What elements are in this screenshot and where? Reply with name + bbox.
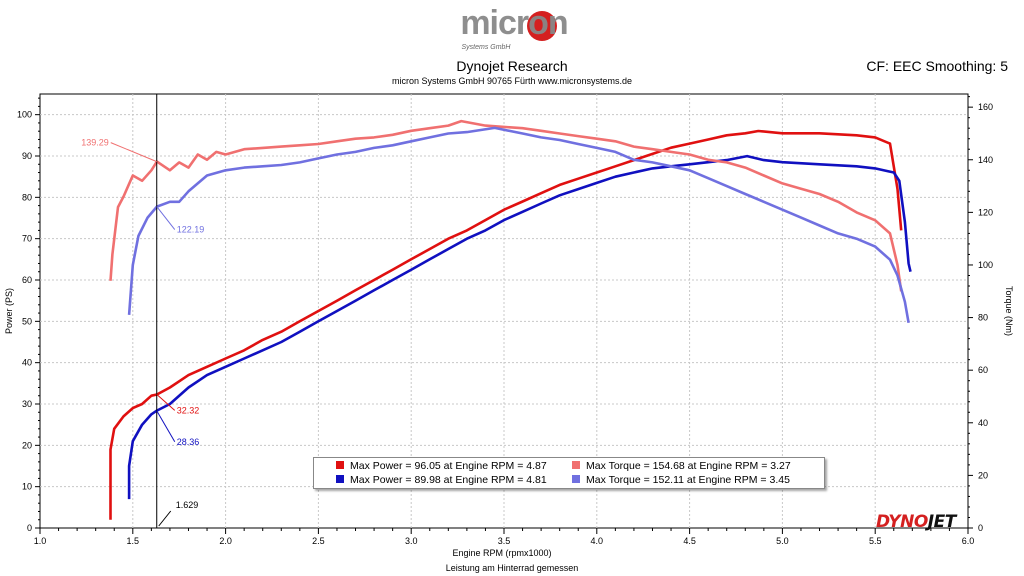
y2-tick-label: 140 — [978, 155, 993, 165]
x-axis-label: Engine RPM (rpmx1000) — [452, 548, 551, 558]
legend-text: Max Power = 96.05 at Engine RPM = 4.87 — [350, 460, 547, 472]
logo-circle — [527, 11, 557, 41]
micron-logo: micron Systems GmbH — [460, 4, 568, 51]
y-tick-label: 70 — [22, 234, 32, 244]
y-axis-label: Power (PS) — [4, 288, 14, 334]
x-tick-label: 2.0 — [219, 536, 232, 546]
cursor-arrow — [158, 510, 172, 527]
x-tick-label: 1.5 — [127, 536, 140, 546]
legend-item-power-blue: Max Power = 89.98 at Engine RPM = 4.81 — [336, 474, 547, 486]
x-tick-label: 5.5 — [869, 536, 882, 546]
annotation-label: 139.29 — [81, 138, 109, 148]
chart-subtitle: micron Systems GmbH 90765 Fürth www.micr… — [391, 76, 633, 86]
y-tick-label: 50 — [22, 316, 32, 326]
series-line-torque-blue — [127, 126, 910, 324]
y2-axis-label: Torque (Nm) — [1004, 286, 1014, 336]
annotation-leader — [156, 394, 176, 411]
dynojet-logo-part1: DYNO — [876, 512, 928, 532]
y2-tick-label: 40 — [978, 418, 988, 428]
legend-swatch — [336, 475, 344, 483]
y2-tick-label: 160 — [978, 102, 993, 112]
y-tick-label: 40 — [22, 358, 32, 368]
cf-smoothing-label: CF: EEC Smoothing: 5 — [866, 58, 1008, 74]
y2-tick-label: 80 — [978, 313, 988, 323]
dynojet-logo: DYNOJET — [876, 512, 956, 532]
legend-swatch — [572, 475, 580, 483]
y-tick-label: 80 — [22, 192, 32, 202]
x-tick-label: 4.5 — [683, 536, 696, 546]
logo-text: micron — [460, 4, 567, 42]
x-tick-label: 5.0 — [776, 536, 789, 546]
series-line-power-blue — [127, 154, 912, 500]
x-tick-label: 1.0 — [34, 536, 47, 546]
y2-tick-label: 60 — [978, 365, 988, 375]
dynojet-logo-part2: JET — [927, 512, 957, 532]
x-tick-label: 2.5 — [312, 536, 325, 546]
y2-tick-label: 20 — [978, 470, 988, 480]
legend-text: Max Torque = 152.11 at Engine RPM = 3.45 — [586, 474, 790, 486]
legend-text: Max Torque = 154.68 at Engine RPM = 3.27 — [586, 460, 791, 472]
y-tick-label: 60 — [22, 275, 32, 285]
chart-title: Dynojet Research — [456, 58, 568, 74]
annotation-leader — [156, 410, 176, 443]
annotation-leader — [110, 142, 157, 163]
x-tick-label: 3.0 — [405, 536, 418, 546]
annotation-label: 122.19 — [177, 225, 205, 235]
y-tick-label: 100 — [17, 110, 32, 120]
annotation-label: 32.32 — [177, 405, 200, 415]
legend-item-power-red: Max Power = 96.05 at Engine RPM = 4.87 — [336, 460, 547, 472]
footer-note: Leistung am Hinterrad gemessen — [445, 563, 579, 573]
y-tick-label: 0 — [27, 523, 32, 533]
y2-tick-label: 0 — [978, 523, 983, 533]
chart-legend: Max Power = 96.05 at Engine RPM = 4.87 M… — [313, 457, 825, 489]
legend-swatch — [336, 461, 344, 469]
y2-tick-label: 120 — [978, 207, 993, 217]
y-tick-label: 20 — [22, 440, 32, 450]
legend-swatch — [572, 461, 580, 469]
y2-tick-label: 100 — [978, 260, 993, 270]
y-tick-label: 30 — [22, 399, 32, 409]
annotation-leader — [156, 206, 176, 230]
y-tick-label: 10 — [22, 482, 32, 492]
y-tick-label: 90 — [22, 151, 32, 161]
x-tick-label: 3.5 — [498, 536, 511, 546]
logo-subtext: Systems GmbH — [461, 44, 511, 51]
legend-text: Max Power = 89.98 at Engine RPM = 4.81 — [350, 474, 547, 486]
series-line-torque-red — [109, 119, 903, 292]
x-tick-label: 6.0 — [962, 536, 975, 546]
legend-item-torque-red: Max Torque = 154.68 at Engine RPM = 3.27 — [572, 460, 791, 472]
legend-item-torque-blue: Max Torque = 152.11 at Engine RPM = 3.45 — [572, 474, 790, 486]
annotation-label: 28.36 — [177, 437, 200, 447]
cursor-label: 1.629 — [176, 500, 199, 510]
series-line-power-red — [109, 129, 903, 520]
x-tick-label: 4.0 — [591, 536, 604, 546]
